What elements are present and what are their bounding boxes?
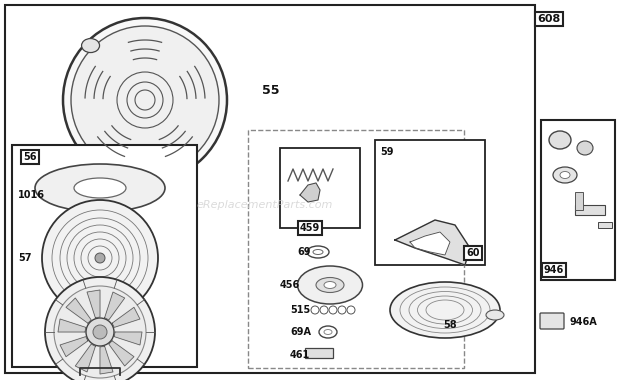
Polygon shape: [114, 332, 142, 345]
Text: 55: 55: [262, 84, 280, 97]
Ellipse shape: [313, 250, 323, 255]
Polygon shape: [66, 298, 91, 323]
Polygon shape: [87, 290, 100, 318]
Ellipse shape: [298, 266, 363, 304]
Ellipse shape: [35, 164, 165, 212]
Bar: [598, 222, 612, 228]
Circle shape: [95, 253, 105, 263]
Polygon shape: [60, 337, 88, 357]
Text: 69: 69: [297, 247, 311, 257]
Ellipse shape: [319, 326, 337, 338]
Ellipse shape: [577, 141, 593, 155]
Circle shape: [93, 325, 107, 339]
Circle shape: [54, 286, 146, 378]
Text: 608: 608: [538, 14, 560, 24]
Bar: [375, 140, 485, 265]
Polygon shape: [112, 307, 140, 327]
Text: 57: 57: [18, 253, 32, 263]
Polygon shape: [100, 346, 113, 374]
Bar: [575, 205, 605, 215]
Circle shape: [42, 200, 158, 316]
Ellipse shape: [553, 167, 577, 183]
Bar: [280, 148, 360, 228]
Text: 946A: 946A: [570, 317, 598, 327]
Text: 59: 59: [380, 147, 394, 157]
Bar: [12, 145, 197, 367]
Circle shape: [71, 26, 219, 174]
Ellipse shape: [82, 147, 100, 162]
Polygon shape: [109, 341, 134, 366]
Ellipse shape: [549, 131, 571, 149]
Bar: [169, 177, 191, 195]
Ellipse shape: [74, 178, 126, 198]
Polygon shape: [300, 183, 320, 202]
Ellipse shape: [560, 171, 570, 179]
Text: 456: 456: [280, 280, 300, 290]
Ellipse shape: [324, 282, 336, 288]
Ellipse shape: [390, 282, 500, 338]
Ellipse shape: [324, 329, 332, 334]
Text: 459: 459: [300, 223, 320, 233]
Ellipse shape: [82, 38, 100, 52]
Bar: [99, 177, 121, 195]
Bar: [575, 192, 583, 210]
Circle shape: [45, 277, 155, 380]
Ellipse shape: [316, 277, 344, 293]
Bar: [305, 348, 333, 358]
Text: 515: 515: [290, 305, 310, 315]
Text: 58: 58: [443, 320, 456, 330]
Polygon shape: [75, 344, 95, 372]
Text: eReplacementParts.com: eReplacementParts.com: [197, 200, 333, 210]
Circle shape: [86, 318, 114, 346]
Bar: [5, 5, 535, 373]
Text: 56: 56: [24, 152, 37, 162]
Text: 461: 461: [290, 350, 310, 360]
Ellipse shape: [307, 246, 329, 258]
Ellipse shape: [486, 310, 504, 320]
Polygon shape: [395, 220, 470, 265]
Circle shape: [105, 181, 115, 191]
Polygon shape: [58, 319, 86, 332]
Polygon shape: [410, 232, 450, 255]
Text: 946: 946: [544, 265, 564, 275]
Bar: [248, 130, 464, 368]
Circle shape: [175, 181, 185, 191]
Text: 60: 60: [466, 248, 480, 258]
Circle shape: [63, 18, 227, 182]
Text: 1016: 1016: [18, 190, 45, 200]
Bar: [541, 120, 615, 280]
Polygon shape: [105, 292, 125, 320]
FancyBboxPatch shape: [540, 313, 564, 329]
Text: 69A: 69A: [290, 327, 311, 337]
